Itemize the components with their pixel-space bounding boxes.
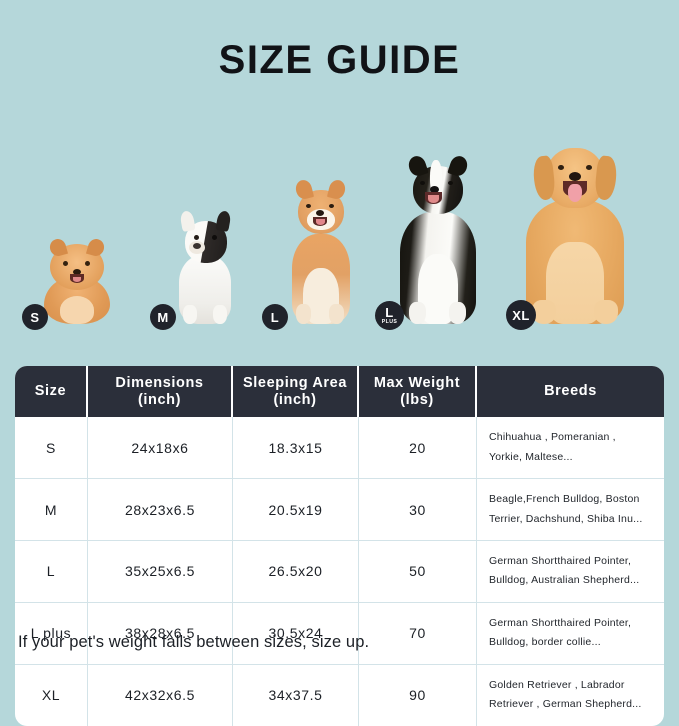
- size-badge-s: S: [22, 304, 48, 330]
- size-badge-l-plus-sublabel: PLUS: [381, 318, 398, 325]
- cell-breeds-line1: German Shortthaired Pointer,: [489, 616, 632, 629]
- column-header-breeds-line1: Breeds: [544, 383, 597, 400]
- dog-illustration-row: S M: [0, 130, 679, 330]
- cell-size: XL: [15, 664, 88, 726]
- cell-breeds-line2: Retriever , German Shepherd...: [489, 698, 642, 711]
- cell-breeds-line1: German Shortthaired Pointer,: [489, 555, 632, 568]
- cell-breeds: Golden Retriever , Labrador Retriever , …: [477, 665, 664, 726]
- column-header-sleeping-area-line2: (inch): [273, 391, 317, 408]
- page-title: SIZE GUIDE: [218, 38, 461, 82]
- column-header-sleeping-area: Sleeping Area (inch): [233, 366, 359, 418]
- cell-max-weight: 70: [359, 602, 477, 664]
- size-badge-l-plus: L PLUS: [375, 301, 404, 330]
- dog-cell-s: S: [22, 200, 132, 330]
- pomeranian-dog-image: [38, 236, 116, 324]
- cell-breeds-line2: Bulldog, Australian Shepherd...: [489, 574, 640, 587]
- dog-cell-m: M: [150, 190, 260, 330]
- size-badge-xl-label: XL: [512, 307, 530, 323]
- cell-dimensions: 42x32x6.5: [88, 664, 233, 726]
- size-badge-l-plus-label: L: [385, 304, 394, 320]
- size-badge-m-label: M: [157, 309, 169, 325]
- french-bulldog-dog-image: [169, 209, 241, 324]
- size-guide-page: SIZE GUIDE S: [0, 38, 679, 726]
- cell-breeds: Chihuahua , Pomeranian , Yorkie, Maltese…: [477, 417, 664, 478]
- cell-breeds-line2: Yorkie, Maltese...: [489, 450, 573, 463]
- cell-dimensions: 24x18x6: [88, 417, 233, 479]
- cell-dimensions: 35x25x6.5: [88, 541, 233, 602]
- cell-size: L plus: [15, 602, 88, 664]
- column-header-breeds: Breeds: [477, 366, 664, 417]
- cell-max-weight: 30: [359, 479, 477, 541]
- size-badge-l: L: [262, 304, 288, 330]
- cell-breeds-line1: Chihuahua , Pomeranian ,: [489, 431, 616, 444]
- table-row: XL 42x32x6.5 34x37.5 90 Golden Retriever…: [15, 664, 664, 726]
- column-header-dimensions: Dimensions (inch): [88, 366, 233, 418]
- cell-sleeping-area: 30.5x24: [233, 602, 359, 664]
- column-header-max-weight: Max Weight (lbs): [359, 366, 477, 418]
- column-header-dimensions-line2: (inch): [137, 391, 182, 408]
- dog-cell-l: L: [262, 170, 377, 330]
- table-row: L 35x25x6.5 26.5x20 50 German Shortthair…: [15, 541, 664, 603]
- cell-sleeping-area: 18.3x15: [233, 417, 359, 479]
- dog-cell-l-plus: L PLUS: [375, 153, 500, 330]
- cell-breeds-line1: Beagle,French Bulldog, Boston: [489, 493, 640, 506]
- cell-size: L: [15, 541, 88, 602]
- column-header-dimensions-line1: Dimensions: [115, 375, 204, 391]
- cell-breeds-line2: Terrier, Dachshund, Shiba Inu...: [489, 512, 643, 525]
- table-body: S 24x18x6 18.3x15 20 Chihuahua , Pomeran…: [15, 417, 664, 726]
- cell-dimensions: 28x23x6.5: [88, 479, 233, 541]
- border-collie-dog-image: [392, 153, 484, 324]
- size-badge-l-label: L: [270, 309, 280, 325]
- column-header-max-weight-line2: (lbs): [400, 391, 434, 408]
- cell-max-weight: 50: [359, 541, 477, 602]
- footer-note: If your pet's weight falls between sizes…: [18, 633, 370, 651]
- column-header-size-line1: Size: [34, 383, 67, 400]
- cell-sleeping-area: 26.5x20: [233, 541, 359, 602]
- size-badge-m: M: [150, 304, 176, 330]
- golden-retriever-dog-image: [516, 138, 634, 324]
- cell-dimensions: 38x28x6.5: [88, 602, 233, 664]
- size-badge-s-label: S: [30, 309, 40, 325]
- column-header-max-weight-line1: Max Weight: [373, 375, 461, 391]
- cell-size: S: [15, 417, 88, 479]
- cell-max-weight: 90: [359, 664, 477, 726]
- shiba-inu-dog-image: [281, 176, 359, 324]
- cell-breeds: German Shortthaired Pointer, Bulldog, bo…: [477, 603, 664, 664]
- cell-sleeping-area: 34x37.5: [233, 664, 359, 726]
- cell-breeds: Beagle,French Bulldog, Boston Terrier, D…: [477, 479, 664, 540]
- column-header-size: Size: [15, 366, 88, 418]
- table-header-row: Size Dimensions (inch) Sleeping Area (in…: [15, 366, 664, 418]
- cell-breeds-line2: Bulldog, border collie...: [489, 636, 601, 649]
- cell-size: M: [15, 479, 88, 541]
- table-row: M 28x23x6.5 20.5x19 30 Beagle,French Bul…: [15, 479, 664, 542]
- cell-breeds: German Shortthaired Pointer, Bulldog, Au…: [477, 541, 664, 602]
- size-table: Size Dimensions (inch) Sleeping Area (in…: [15, 366, 664, 726]
- table-row: S 24x18x6 18.3x15 20 Chihuahua , Pomeran…: [15, 417, 664, 480]
- dog-cell-xl: XL: [500, 140, 650, 330]
- table-row: L plus 38x28x6.5 30.5x24 70 German Short…: [15, 602, 664, 665]
- cell-sleeping-area: 20.5x19: [233, 479, 359, 541]
- column-header-sleeping-area-line1: Sleeping Area: [243, 375, 347, 391]
- size-badge-xl: XL: [506, 300, 536, 330]
- cell-max-weight: 20: [359, 417, 477, 479]
